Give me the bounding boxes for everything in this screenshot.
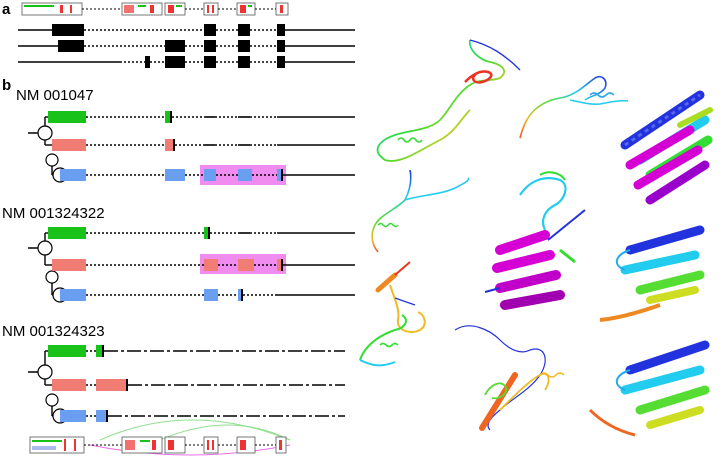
transcript-label: NM 001047 bbox=[16, 87, 94, 104]
node-circle bbox=[45, 270, 59, 284]
node-circle bbox=[37, 364, 53, 380]
protein-structure-4 bbox=[371, 169, 470, 253]
protein-structure-5 bbox=[484, 171, 586, 310]
transcript-group-3: NM 001324323 bbox=[2, 323, 345, 424]
transcript-label: NM 001324322 bbox=[2, 205, 105, 222]
exon-green bbox=[48, 111, 86, 123]
transcript-group-2: NM 001324322 bbox=[2, 205, 355, 303]
exon-green bbox=[48, 227, 86, 239]
exon-green bbox=[48, 345, 86, 357]
panel-a-label: a bbox=[2, 1, 11, 18]
exon-salmon bbox=[52, 379, 86, 391]
panel-b: b NM 001047 bbox=[2, 77, 355, 456]
exon-salmon bbox=[52, 139, 86, 151]
protein-structure-1 bbox=[376, 39, 521, 162]
node-circle bbox=[45, 153, 59, 167]
exon-blue bbox=[60, 410, 86, 422]
panel-a-gene-models bbox=[18, 24, 355, 68]
transcript-label: NM 001324323 bbox=[2, 323, 105, 340]
node-circle bbox=[37, 240, 53, 256]
protein-structure-3 bbox=[620, 90, 713, 205]
protein-structure-9 bbox=[588, 340, 710, 437]
exon-blue bbox=[60, 169, 86, 181]
panel-b-label: b bbox=[2, 77, 11, 94]
transcript-group-1: NM 001047 bbox=[16, 87, 355, 185]
exon-blue bbox=[60, 289, 86, 301]
protein-structure-8 bbox=[454, 325, 565, 431]
protein-structure-6 bbox=[599, 225, 705, 322]
node-circle bbox=[45, 393, 59, 407]
exon-salmon bbox=[52, 259, 86, 271]
protein-structure-7 bbox=[359, 261, 426, 367]
panel-a: a bbox=[2, 1, 355, 68]
protein-structure-2 bbox=[519, 75, 629, 139]
protein-structures bbox=[359, 39, 713, 437]
node-circle bbox=[37, 125, 53, 141]
panel-a-mini-track bbox=[21, 2, 289, 16]
panel-b-bottom-track bbox=[29, 419, 291, 456]
